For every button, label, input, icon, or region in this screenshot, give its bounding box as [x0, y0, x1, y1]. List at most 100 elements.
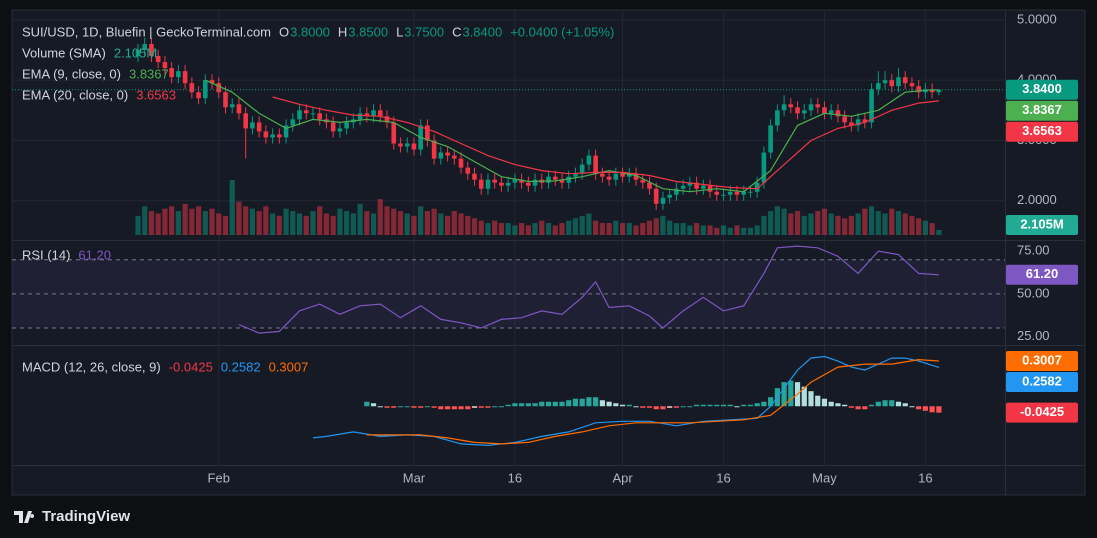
candle-body	[768, 125, 773, 153]
macd-histogram-bar	[599, 400, 605, 407]
candle-body	[573, 173, 578, 177]
candle-body	[559, 179, 565, 183]
volume-bar	[195, 206, 202, 235]
candle-body	[902, 77, 908, 84]
volume-bar	[411, 215, 417, 235]
macd-histogram-bar	[411, 406, 417, 408]
candle-body	[862, 119, 868, 123]
legend-name: EMA (9, close, 0)	[22, 66, 121, 81]
macd-histogram-bar	[720, 404, 727, 407]
volume-bar	[902, 213, 908, 235]
candle-body	[687, 182, 693, 186]
candle-body	[438, 152, 444, 159]
volume-bar	[848, 215, 854, 235]
volume-bar	[229, 180, 235, 235]
candle-body	[142, 43, 148, 50]
candle-body	[909, 83, 915, 87]
candle-body	[317, 113, 323, 120]
macd-histogram-bar	[882, 400, 888, 407]
macd-histogram-bar	[478, 406, 484, 408]
candle-body	[552, 176, 558, 180]
candle-body	[781, 104, 787, 111]
price-badge-label: 3.8400	[1022, 81, 1062, 96]
candle-body	[896, 77, 901, 87]
volume-bar	[545, 223, 552, 235]
volume-bar	[687, 225, 693, 235]
volume-bar	[633, 225, 639, 235]
volume-bar	[909, 215, 915, 235]
volume-bar	[350, 213, 356, 235]
macd-histogram-bar	[370, 403, 377, 407]
macd-histogram-bar	[828, 401, 834, 407]
candle-body	[579, 164, 585, 174]
candle-body	[297, 110, 302, 120]
ohlc-value: 3.8400	[462, 24, 502, 39]
volume-bar	[842, 218, 848, 235]
candle-body	[714, 191, 720, 195]
macd-histogram-bar	[633, 406, 639, 408]
volume-bar	[593, 220, 599, 235]
volume-bar	[505, 223, 511, 235]
candle-body	[808, 104, 814, 111]
macd-histogram-bar	[761, 401, 767, 407]
volume-bar	[256, 211, 262, 235]
candle-body	[775, 110, 780, 126]
candle-body	[465, 167, 471, 174]
candle-body	[842, 116, 847, 123]
volume-bar	[135, 215, 141, 235]
macd-histogram-bar	[673, 406, 679, 408]
branding: TradingView	[42, 508, 130, 525]
legend-name: EMA (20, close, 0)	[22, 87, 128, 102]
price-badge-label: -0.0425	[1020, 404, 1064, 419]
ohlc-value: 3.8000	[290, 24, 330, 39]
candle-body	[660, 197, 666, 204]
macd-histogram-bar	[815, 395, 821, 407]
macd-histogram-bar	[922, 406, 929, 411]
macd-histogram-bar	[700, 404, 706, 407]
candle-body	[505, 182, 511, 186]
price-badge-label: 2.105M	[1020, 216, 1063, 231]
candle-body	[822, 107, 827, 114]
price-badge	[1006, 121, 1078, 142]
macd-histogram-bar	[572, 398, 579, 407]
volume-bar	[788, 213, 794, 235]
volume-bar	[794, 211, 801, 235]
volume-bar	[626, 223, 632, 235]
macd-histogram-bar	[653, 406, 659, 410]
volume-bar	[236, 201, 242, 235]
macd-histogram-bar	[606, 401, 612, 407]
legend-value: 61.20	[78, 247, 111, 262]
price-badge-label: 3.8367	[1022, 102, 1062, 117]
candle-body	[499, 182, 504, 186]
candle-body	[721, 194, 726, 196]
candle-body	[788, 104, 794, 108]
volume-bar	[391, 208, 397, 235]
volume-bar	[875, 211, 881, 235]
candle-body	[882, 80, 888, 84]
price-badge	[1006, 371, 1078, 392]
macd-histogram-bar	[875, 401, 881, 407]
volume-bar	[162, 208, 168, 235]
candle-body	[613, 173, 619, 180]
candle-body	[869, 89, 874, 123]
volume-bar	[525, 225, 531, 235]
price-badge	[1006, 264, 1078, 285]
volume-bar	[270, 213, 276, 235]
volume-bar	[741, 227, 747, 235]
candle-body	[162, 62, 168, 69]
volume-bar	[754, 225, 760, 235]
volume-bar	[189, 208, 195, 235]
macd-histogram-bar	[781, 382, 787, 407]
candle-body	[216, 83, 222, 93]
macd-histogram-bar	[747, 404, 754, 407]
volume-bar	[444, 215, 451, 235]
macd-histogram-bar	[498, 406, 505, 408]
rsi-line	[238, 245, 939, 334]
volume-bar	[458, 213, 464, 235]
volume-bar	[243, 206, 249, 235]
volume-bar	[539, 220, 545, 235]
macd-histogram-bar	[862, 406, 868, 410]
volume-bar	[337, 208, 343, 235]
candle-body	[620, 173, 625, 177]
volume-bar	[404, 213, 410, 235]
